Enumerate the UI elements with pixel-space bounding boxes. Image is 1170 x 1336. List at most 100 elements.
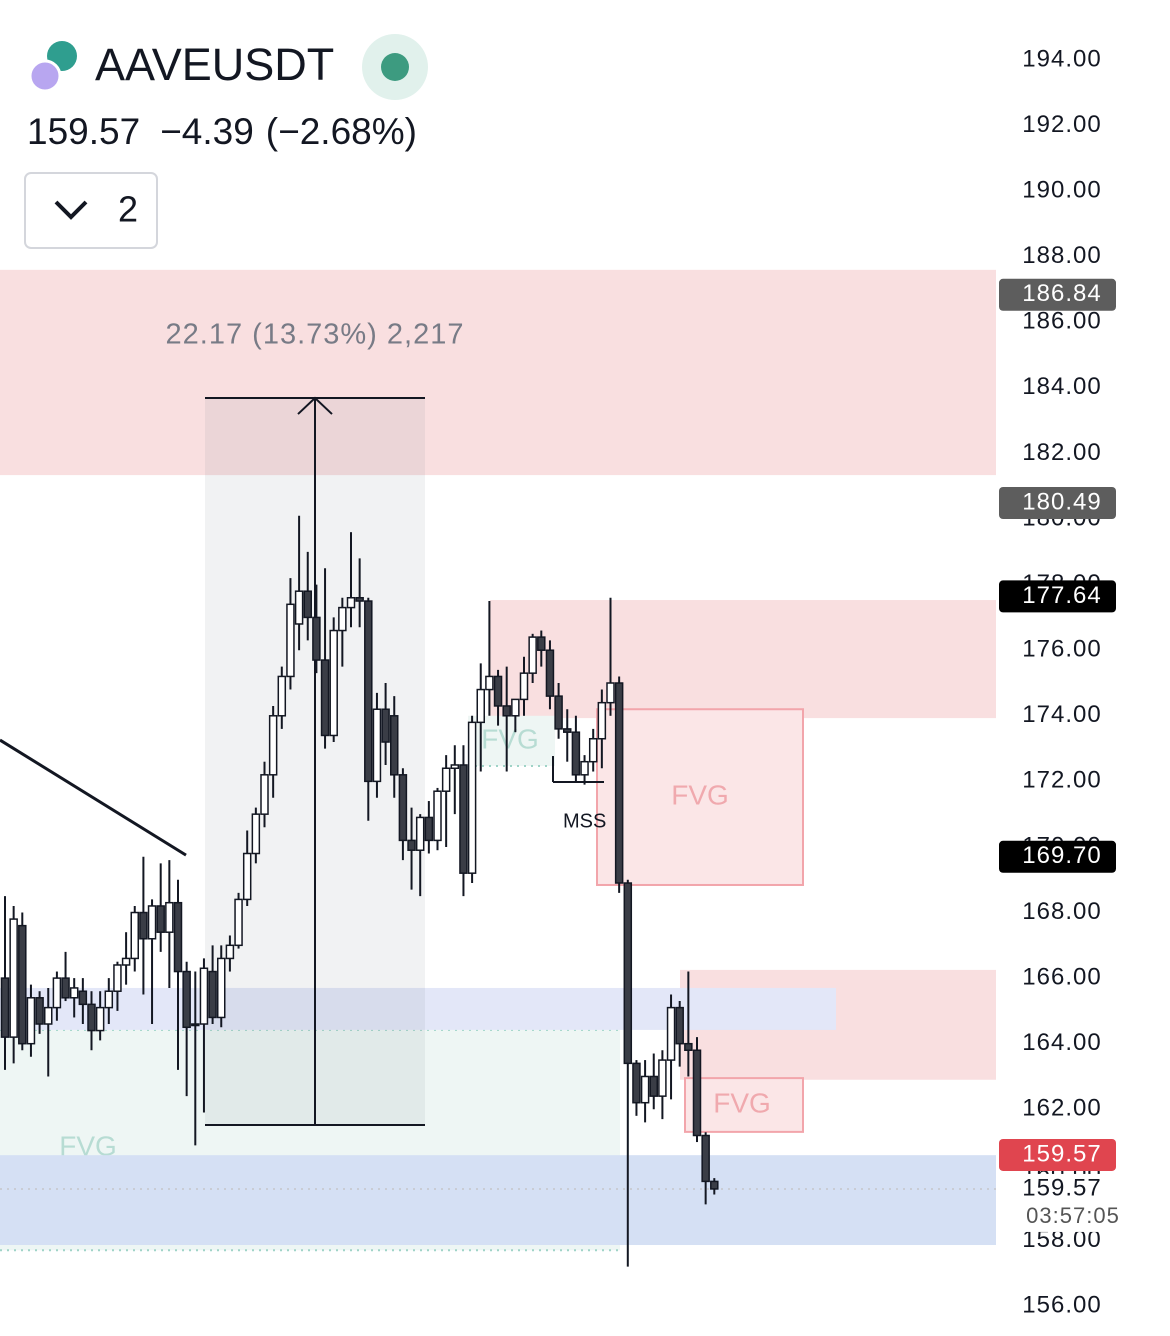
y-tick-label: 176.00 [1022,636,1101,663]
candle-body [234,898,243,947]
candle-body [580,760,589,776]
candle-body [61,977,70,999]
candle-body [52,977,62,1009]
price-badge-label: 177.64 [1022,582,1101,609]
candle-body [545,649,555,697]
candle-body [390,715,399,776]
candle-body [467,721,477,874]
candle-body [597,701,607,740]
candle-body [191,1023,200,1027]
candle-body [0,977,10,1038]
y-tick-label: 194.00 [1022,45,1101,72]
candle-body [78,990,88,1006]
candle-body [130,911,139,960]
candle-body [588,737,598,763]
last-price-axis: 159.57 [1022,1174,1101,1201]
candle-body [9,918,18,1038]
candle-body [640,1075,650,1104]
candle-body [398,774,408,842]
candle-body [95,1006,105,1032]
candle-body [260,774,269,815]
candle-body [666,1006,676,1061]
candle-body [623,882,633,1065]
zone [0,987,836,1030]
candle-body [329,629,338,737]
price-badge [999,486,1116,519]
candle-body [225,944,235,960]
candle-body [199,967,209,1025]
candle-body [511,698,520,717]
y-tick-label: 172.00 [1022,767,1101,794]
candle-body [528,636,537,674]
candle-body [381,708,390,743]
candle-body [346,596,356,609]
candle-body [26,997,36,1045]
candle-body [554,695,563,730]
candle-body [139,911,148,940]
y-tick-label: 166.00 [1022,963,1101,990]
candle-body [433,790,442,842]
candle-body [217,957,226,1019]
candle-body [372,708,382,783]
y-tick-label: 190.00 [1022,177,1101,204]
candle-body [173,901,183,973]
candle-body [692,1049,702,1137]
candle-body [563,728,572,733]
candle-body [303,590,312,619]
price-badge [999,580,1116,613]
price-badge-label: 159.57 [1022,1140,1101,1167]
candle-body [684,1042,693,1051]
header: AAVEUSDT 159.57 −4.39 (−2.68%) 2 [24,34,428,249]
y-tick-label: 168.00 [1022,898,1101,925]
candle-body [35,997,44,1025]
candle-body [415,816,425,851]
candle-body [493,675,503,707]
y-tick-label: 192.00 [1022,111,1101,138]
zone-label: FVG [671,779,729,810]
candle-body [208,970,217,1019]
last-price: 159.57 [27,111,140,152]
candle-body [156,905,165,933]
exchange-icon [28,59,62,93]
candle-body [182,970,191,1029]
candle-body [355,596,364,602]
y-tick-label: 182.00 [1022,439,1101,466]
mss-label: MSS [563,810,606,832]
candle-body [450,764,460,770]
candle-body [649,1075,658,1097]
candle-body [113,964,122,992]
price-badge-label: 169.70 [1022,842,1101,869]
zone [490,600,996,719]
candle-body [710,1180,719,1190]
candle-body [701,1134,710,1183]
candle-body [606,682,615,704]
price-badge [999,1138,1116,1171]
candle-body [242,852,252,901]
countdown: 03:57:05 [1026,1203,1120,1228]
price-line: 159.57 −4.39 (−2.68%) [27,111,417,152]
candle-body [338,606,347,632]
zone [0,1155,996,1246]
y-tick-label: 164.00 [1022,1029,1101,1056]
price-badge-label: 180.49 [1022,488,1101,515]
y-tick-label: 162.00 [1022,1095,1101,1122]
indicator-toggle[interactable] [24,172,158,249]
candle-body [364,600,373,783]
y-tick-label: 188.00 [1022,242,1101,269]
candle-body [312,616,321,661]
indicator-count: 2 [118,189,138,230]
candle-body [251,813,261,855]
zone-label: FVG [713,1087,771,1118]
candle-body [459,764,468,874]
candle-body [286,603,295,678]
symbol: AAVEUSDT [95,39,334,90]
zone [596,708,804,886]
zone-label: FVG [481,723,539,754]
candle-body [268,715,278,776]
candle-body [658,1059,667,1097]
y-tick-label: 174.00 [1022,701,1101,728]
candle-body [87,1003,96,1032]
candle-body [104,990,114,1009]
